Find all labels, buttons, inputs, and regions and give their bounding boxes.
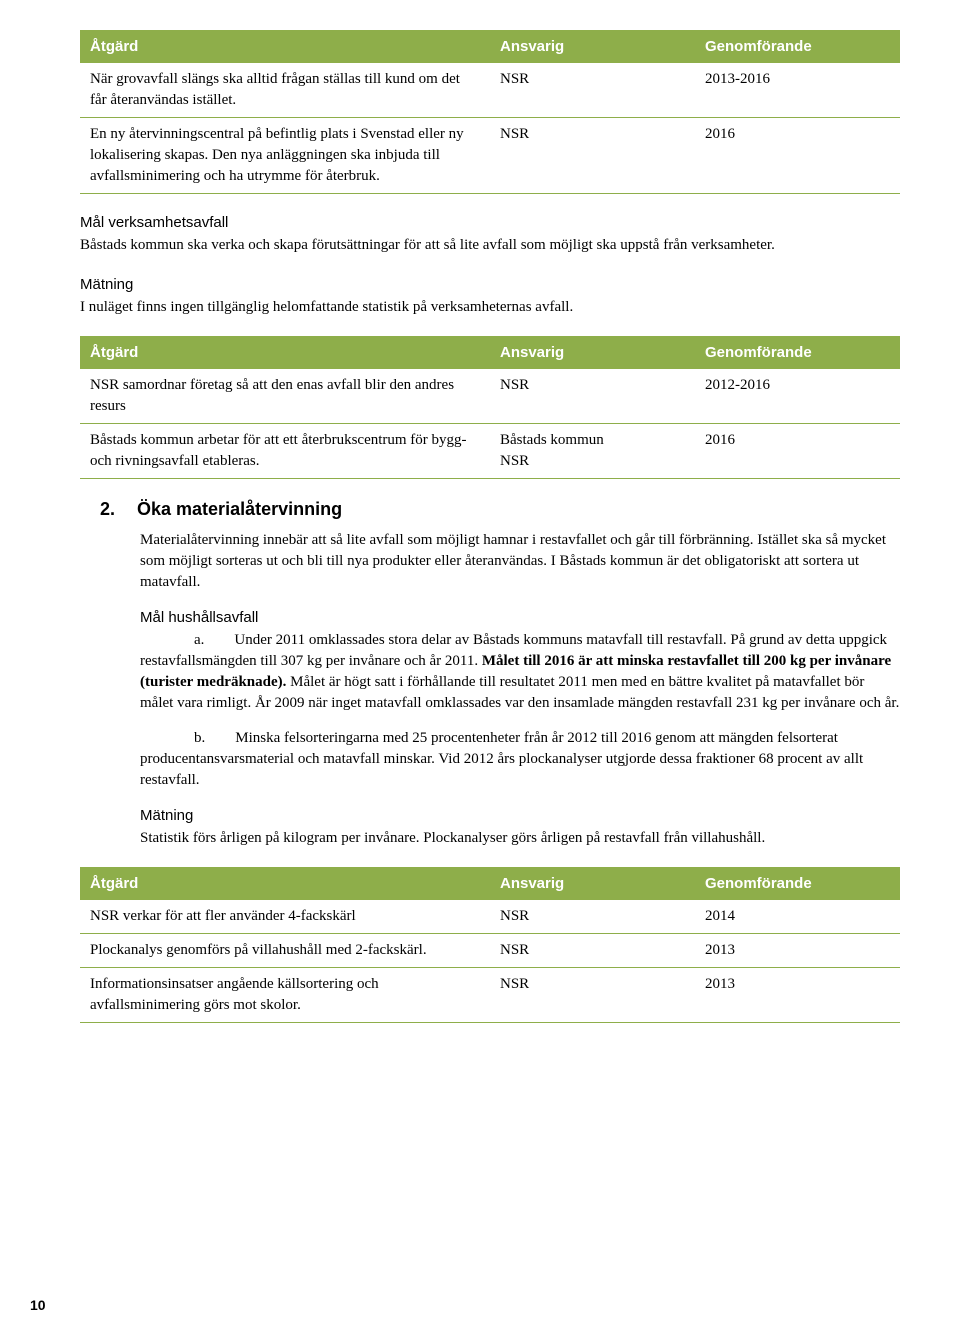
table-cell: En ny återvinningscentral på befintlig p… (80, 118, 490, 194)
section-matning-1: Mätning I nuläget finns ingen tillgängli… (80, 274, 900, 318)
table-header: Ansvarig (490, 336, 695, 369)
table-cell: NSR (490, 369, 695, 424)
table-header: Åtgärd (80, 336, 490, 369)
table-1: ÅtgärdAnsvarigGenomförande När grovavfal… (80, 30, 900, 194)
section-text: Båstads kommun ska verka och skapa förut… (80, 235, 900, 256)
section-label: Mätning (140, 805, 900, 826)
page-number: 10 (30, 1296, 46, 1316)
section-text: Statistik förs årligen på kilogram per i… (140, 828, 900, 849)
table-cell: NSR (490, 63, 695, 118)
section-label: Mätning (80, 274, 900, 295)
table-cell: NSR verkar för att fler använder 4-facks… (80, 900, 490, 934)
heading-2: 2. Öka materialåtervinning (100, 497, 900, 522)
goal-b: b.Minska felsorteringarna med 25 procent… (140, 728, 900, 791)
table-header: Ansvarig (490, 867, 695, 900)
goal-a: a.Under 2011 omklassades stora delar av … (140, 630, 900, 714)
table-cell: Plockanalys genomförs på villahushåll me… (80, 934, 490, 968)
table-cell: 2014 (695, 900, 900, 934)
table-cell: Båstads kommun arbetar för att ett återb… (80, 424, 490, 479)
goal-b-text: Minska felsorteringarna med 25 procenten… (140, 730, 863, 788)
table-row: En ny återvinningscentral på befintlig p… (80, 118, 900, 194)
table-cell: 2012-2016 (695, 369, 900, 424)
table-row: Informationsinsatser angående källsorter… (80, 968, 900, 1023)
intro-text: Materialåtervinning innebär att så lite … (140, 530, 900, 593)
table-cell: Informationsinsatser angående källsorter… (80, 968, 490, 1023)
table-cell: 2016 (695, 118, 900, 194)
heading-title: Öka materialåtervinning (137, 497, 342, 522)
table-header: Genomförande (695, 336, 900, 369)
table-row: NSR verkar för att fler använder 4-facks… (80, 900, 900, 934)
table-cell: 2016 (695, 424, 900, 479)
section-label: Mål hushållsavfall (140, 607, 900, 628)
table-row: Båstads kommun arbetar för att ett återb… (80, 424, 900, 479)
table-header: Åtgärd (80, 867, 490, 900)
section-text: I nuläget finns ingen tillgänglig helomf… (80, 297, 900, 318)
table-cell: När grovavfall slängs ska alltid frågan … (80, 63, 490, 118)
section-label: Mål verksamhetsavfall (80, 212, 900, 233)
table-cell: 2013 (695, 968, 900, 1023)
table-cell: NSR (490, 968, 695, 1023)
table-cell: NSR (490, 900, 695, 934)
table-header: Genomförande (695, 30, 900, 63)
section-mal-verksamhet: Mål verksamhetsavfall Båstads kommun ska… (80, 212, 900, 256)
table-cell: 2013-2016 (695, 63, 900, 118)
section-2-body: Materialåtervinning innebär att så lite … (140, 530, 900, 849)
goal-b-lead: b. (194, 730, 205, 746)
table-header: Åtgärd (80, 30, 490, 63)
table-3: ÅtgärdAnsvarigGenomförande NSR verkar fö… (80, 867, 900, 1023)
table-cell: Båstads kommun NSR (490, 424, 695, 479)
table-2: ÅtgärdAnsvarigGenomförande NSR samordnar… (80, 336, 900, 479)
table-row: När grovavfall slängs ska alltid frågan … (80, 63, 900, 118)
table-cell: NSR (490, 118, 695, 194)
heading-number: 2. (100, 497, 115, 522)
table-header: Ansvarig (490, 30, 695, 63)
table-cell: NSR (490, 934, 695, 968)
table-cell: NSR samordnar företag så att den enas av… (80, 369, 490, 424)
goal-a-lead: a. (194, 632, 204, 648)
table-header: Genomförande (695, 867, 900, 900)
table-row: NSR samordnar företag så att den enas av… (80, 369, 900, 424)
table-cell: 2013 (695, 934, 900, 968)
table-row: Plockanalys genomförs på villahushåll me… (80, 934, 900, 968)
